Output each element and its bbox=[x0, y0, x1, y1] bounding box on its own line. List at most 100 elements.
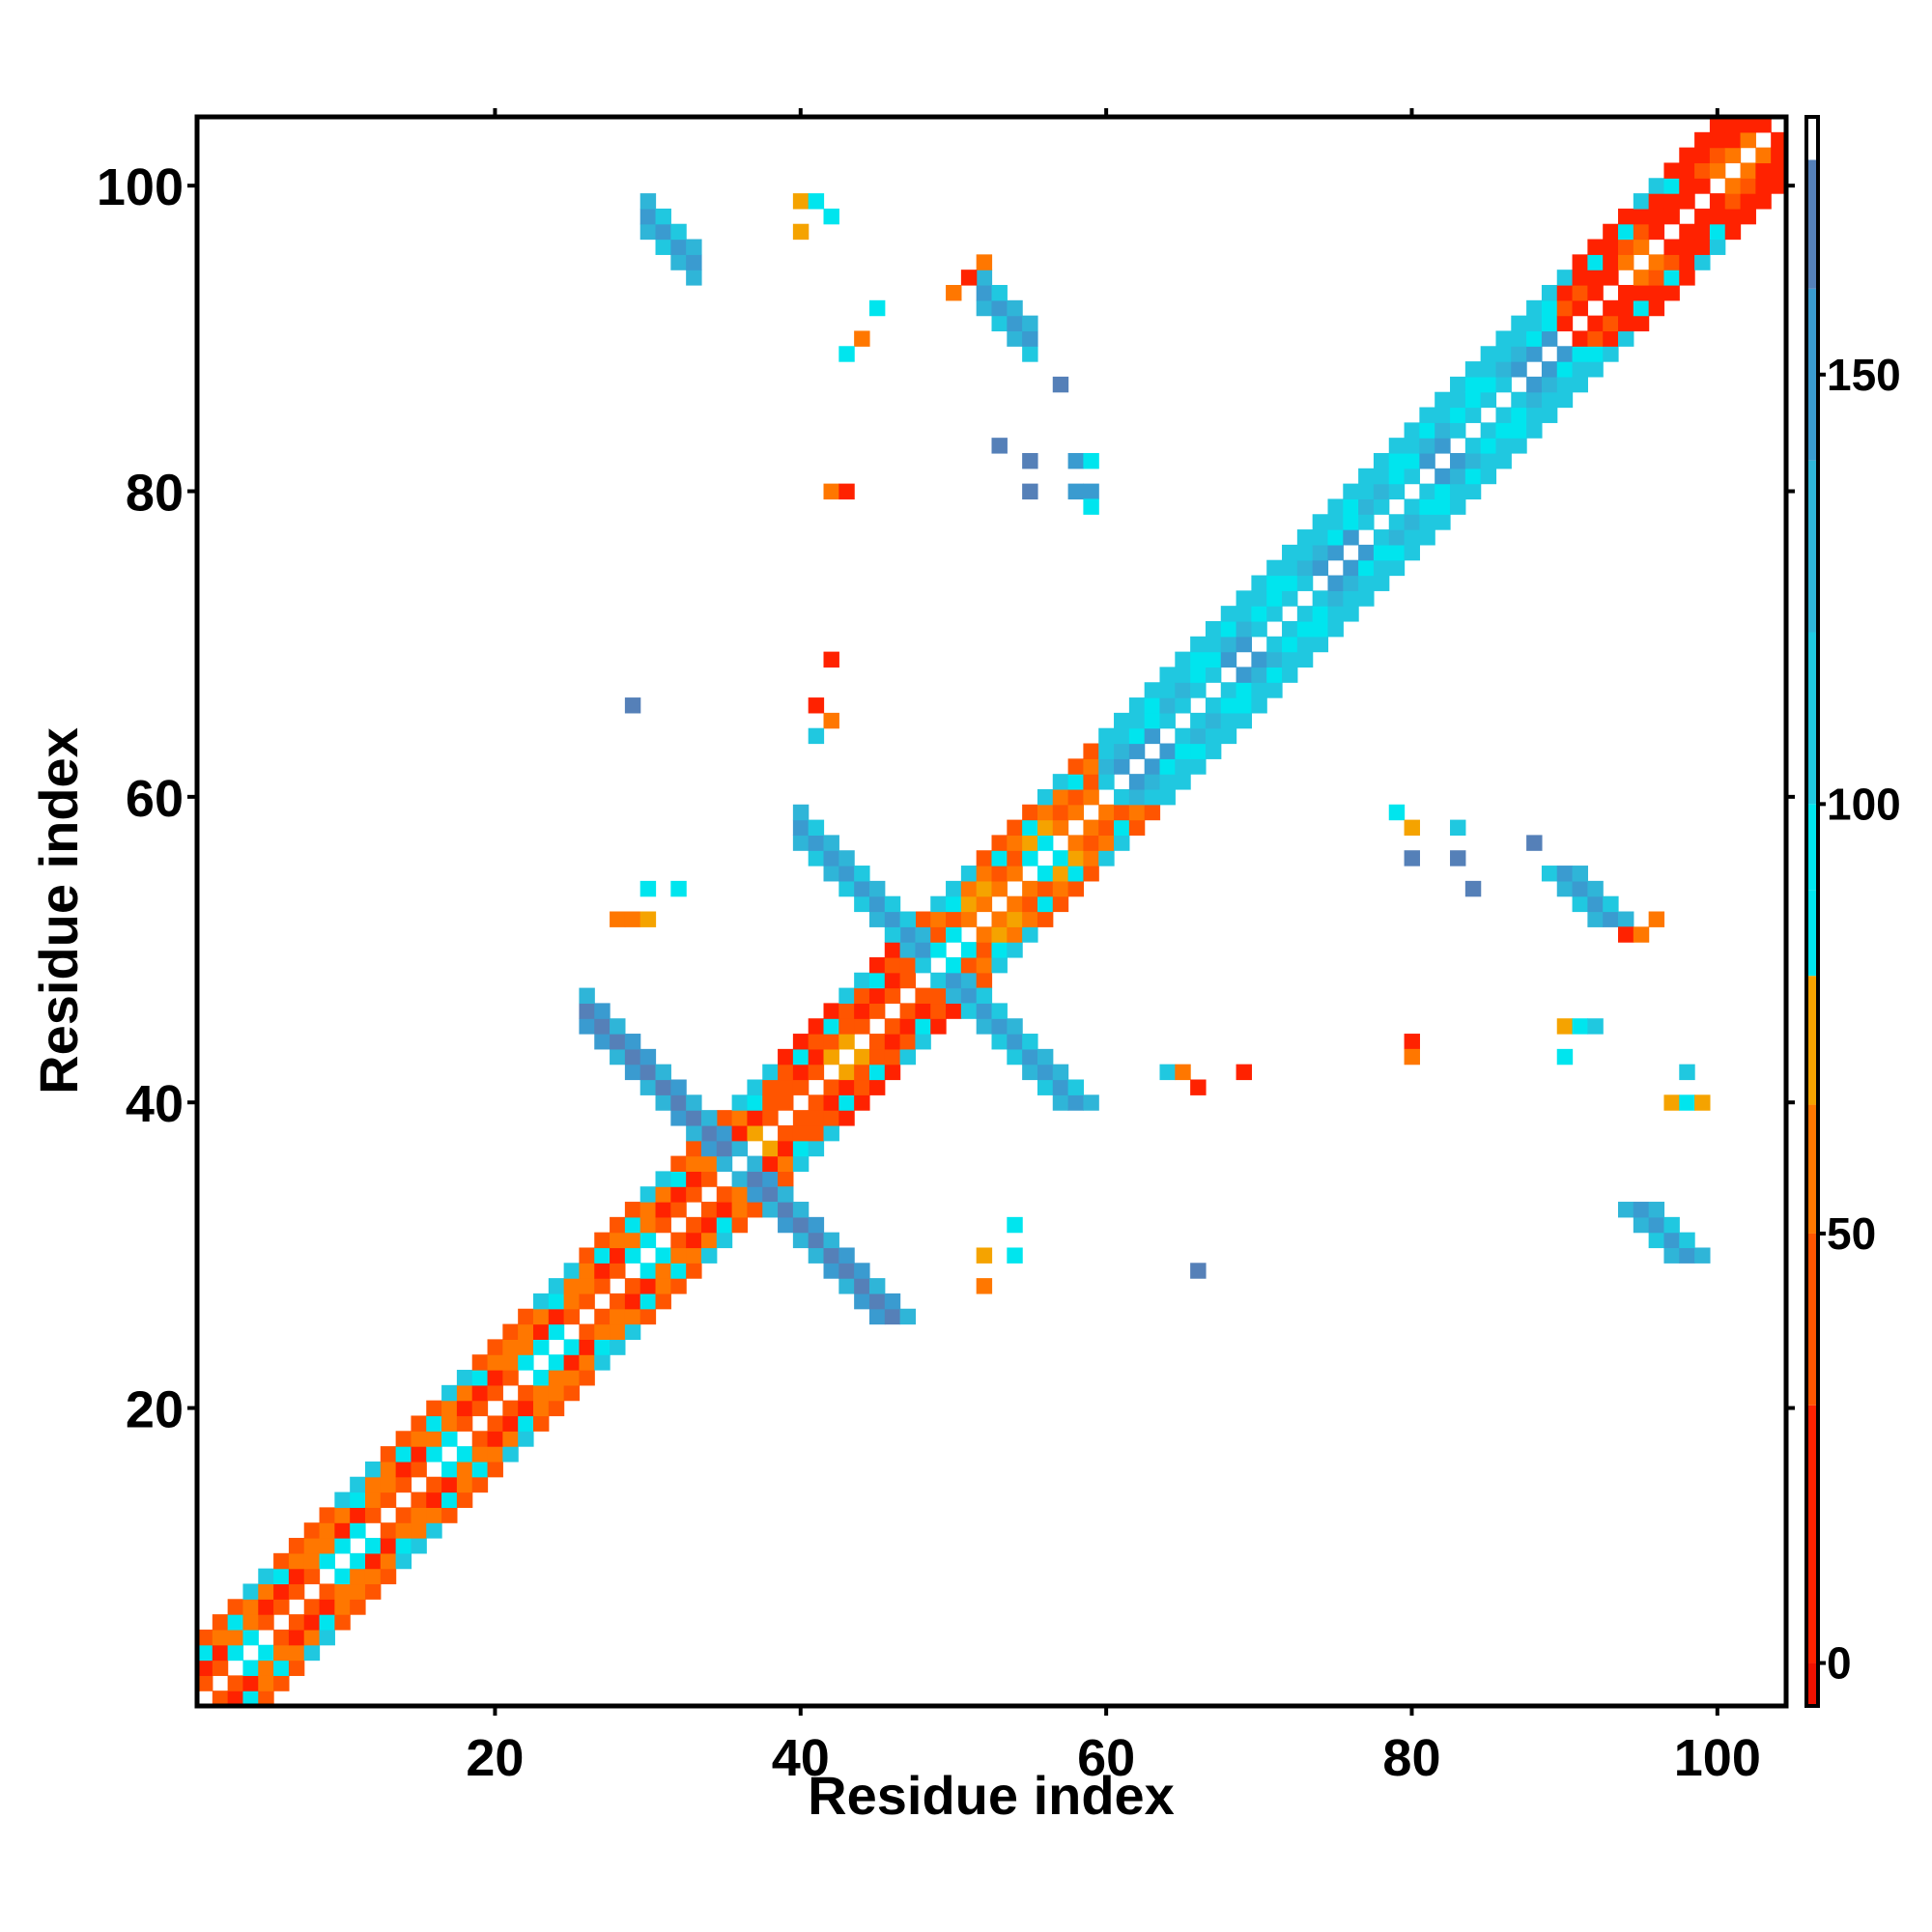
heatmap-cell bbox=[1572, 895, 1588, 913]
heatmap-cell bbox=[1236, 590, 1252, 607]
heatmap-cell bbox=[991, 1034, 1008, 1050]
heatmap-cell bbox=[991, 942, 1008, 958]
heatmap-cell bbox=[594, 1247, 611, 1264]
heatmap-cell bbox=[762, 1064, 779, 1081]
heatmap-cell bbox=[288, 1644, 305, 1662]
heatmap-cell bbox=[288, 1583, 305, 1600]
heatmap-cell bbox=[1450, 468, 1466, 485]
heatmap-cell bbox=[1373, 575, 1390, 591]
heatmap-cell bbox=[655, 1216, 671, 1234]
heatmap-cell bbox=[1603, 223, 1619, 241]
heatmap-cell bbox=[1037, 804, 1054, 821]
heatmap-cell bbox=[212, 1644, 229, 1662]
heatmap-cell bbox=[624, 1202, 641, 1218]
heatmap-cell bbox=[792, 1202, 810, 1218]
heatmap-cell bbox=[1404, 850, 1420, 867]
x-tick-label: 20 bbox=[466, 1729, 524, 1787]
heatmap-cell bbox=[1052, 850, 1069, 867]
heatmap-cell bbox=[242, 1629, 259, 1646]
heatmap-cell bbox=[960, 1003, 978, 1019]
heatmap-cell bbox=[1159, 788, 1176, 806]
heatmap-cell bbox=[1618, 208, 1634, 225]
heatmap-cell bbox=[838, 1247, 855, 1264]
heatmap-cell bbox=[731, 1171, 749, 1187]
heatmap-cell bbox=[441, 1507, 458, 1523]
y-tick-label: 20 bbox=[126, 1381, 184, 1439]
heatmap-cell bbox=[1663, 254, 1680, 270]
heatmap-cell bbox=[868, 1293, 886, 1310]
heatmap-cell bbox=[364, 1507, 382, 1523]
heatmap-cell bbox=[639, 193, 657, 210]
heatmap-cell bbox=[364, 1461, 382, 1478]
heatmap-cell bbox=[242, 1690, 259, 1707]
heatmap-cell bbox=[1603, 254, 1619, 270]
heatmap-cell bbox=[1435, 438, 1451, 454]
heatmap-cell bbox=[976, 987, 993, 1005]
heatmap-cell bbox=[1067, 452, 1085, 469]
heatmap-cell bbox=[808, 727, 825, 745]
heatmap-cell bbox=[976, 1278, 993, 1294]
heatmap-cell bbox=[823, 1124, 839, 1142]
heatmap-cell bbox=[1603, 911, 1619, 927]
heatmap-cell bbox=[334, 1583, 351, 1600]
heatmap-cell bbox=[762, 1094, 779, 1111]
heatmap-cell bbox=[823, 651, 839, 668]
heatmap-cell bbox=[1404, 498, 1420, 515]
heatmap-cell bbox=[227, 1690, 244, 1707]
heatmap-cell bbox=[610, 1247, 626, 1264]
x-tick-label: 80 bbox=[1382, 1729, 1440, 1787]
heatmap-cell bbox=[976, 850, 993, 867]
heatmap-cell bbox=[1083, 758, 1099, 775]
heatmap-cell bbox=[686, 1094, 702, 1111]
heatmap-cell bbox=[1435, 483, 1451, 500]
heatmap-cell bbox=[1098, 835, 1115, 851]
heatmap-cell bbox=[868, 1308, 886, 1325]
heatmap-cell bbox=[1480, 376, 1497, 393]
heatmap-cell bbox=[976, 284, 993, 301]
heatmap-cell bbox=[960, 895, 978, 913]
heatmap-cell bbox=[960, 956, 978, 974]
heatmap-cell bbox=[686, 1186, 702, 1203]
heatmap-cell bbox=[319, 1629, 335, 1646]
heatmap-cell bbox=[1526, 346, 1543, 362]
heatmap-cell bbox=[1572, 376, 1588, 393]
heatmap-cell bbox=[624, 1323, 641, 1340]
heatmap-cell bbox=[1266, 590, 1283, 607]
heatmap-cell bbox=[991, 438, 1008, 454]
heatmap-cell bbox=[411, 1522, 427, 1539]
heatmap-cell bbox=[456, 1446, 473, 1463]
heatmap-cell bbox=[288, 1614, 305, 1631]
heatmap-cell bbox=[594, 1263, 611, 1279]
heatmap-cell bbox=[1220, 697, 1237, 714]
heatmap-cell bbox=[1404, 1034, 1420, 1050]
heatmap-cell bbox=[838, 1263, 855, 1279]
heatmap-cell bbox=[655, 239, 671, 255]
heatmap-cell bbox=[1007, 330, 1023, 347]
heatmap-cell bbox=[854, 1048, 870, 1065]
heatmap-cell bbox=[395, 1446, 412, 1463]
heatmap-cell bbox=[1296, 620, 1314, 638]
heatmap-cell bbox=[1205, 651, 1222, 668]
heatmap-cell bbox=[930, 911, 947, 927]
heatmap-cell bbox=[1296, 575, 1314, 591]
heatmap-cell bbox=[1587, 270, 1604, 286]
heatmap-cell bbox=[1633, 315, 1650, 332]
heatmap-cell bbox=[899, 942, 917, 958]
heatmap-cell bbox=[792, 193, 810, 210]
heatmap-cell bbox=[1022, 819, 1038, 837]
heatmap-cell bbox=[884, 1048, 901, 1065]
heatmap-cell bbox=[1327, 575, 1344, 591]
heatmap-cell bbox=[273, 1599, 290, 1615]
heatmap-cell bbox=[1144, 727, 1161, 745]
heatmap-cell bbox=[1464, 407, 1482, 423]
heatmap-cell bbox=[1007, 911, 1023, 927]
heatmap-cell bbox=[1648, 1232, 1665, 1249]
heatmap-cell bbox=[273, 1644, 290, 1662]
heatmap-cell bbox=[1511, 315, 1527, 332]
heatmap-cell bbox=[700, 1124, 718, 1142]
heatmap-cell bbox=[1159, 697, 1176, 714]
heatmap-cell bbox=[1007, 1048, 1023, 1065]
heatmap-cell bbox=[1022, 1064, 1038, 1081]
heatmap-cell bbox=[1128, 743, 1146, 759]
heatmap-cell bbox=[1694, 162, 1711, 179]
